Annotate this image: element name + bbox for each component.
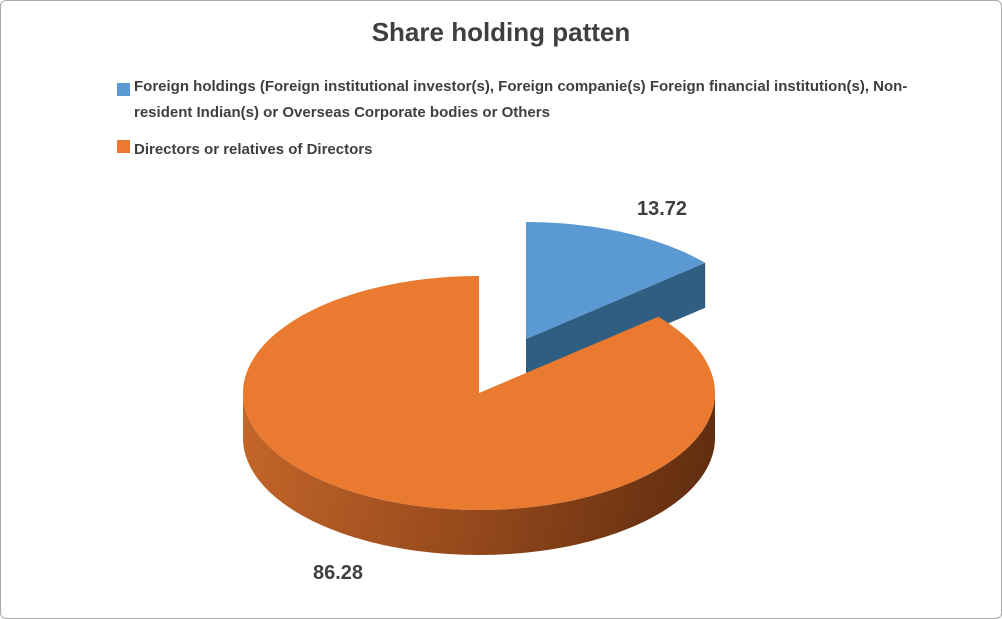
- legend-label-foreign-holdings: Foreign holdings (Foreign institutional …: [134, 78, 908, 121]
- legend-swatch-foreign-holdings: [117, 83, 130, 96]
- legend-swatch-directors: [117, 140, 130, 153]
- legend-item-directors[interactable]: Directors or relatives of Directors: [117, 137, 925, 163]
- legend-item-foreign-holdings[interactable]: Foreign holdings (Foreign institutional …: [117, 74, 925, 126]
- pie-slice-foreign-holdings-side[interactable]: [526, 262, 706, 384]
- pie-slice-directors-top[interactable]: [243, 276, 715, 510]
- pie-slice-foreign-holdings-top[interactable]: [526, 222, 706, 339]
- pie-slice-directors-side[interactable]: [243, 393, 715, 555]
- chart-title: Share holding patten: [371, 17, 631, 47]
- legend-label-directors: Directors or relatives of Directors: [134, 141, 373, 158]
- data-label-directors: 86.28: [312, 562, 364, 584]
- data-label-foreign-holdings: 13.72: [636, 198, 688, 220]
